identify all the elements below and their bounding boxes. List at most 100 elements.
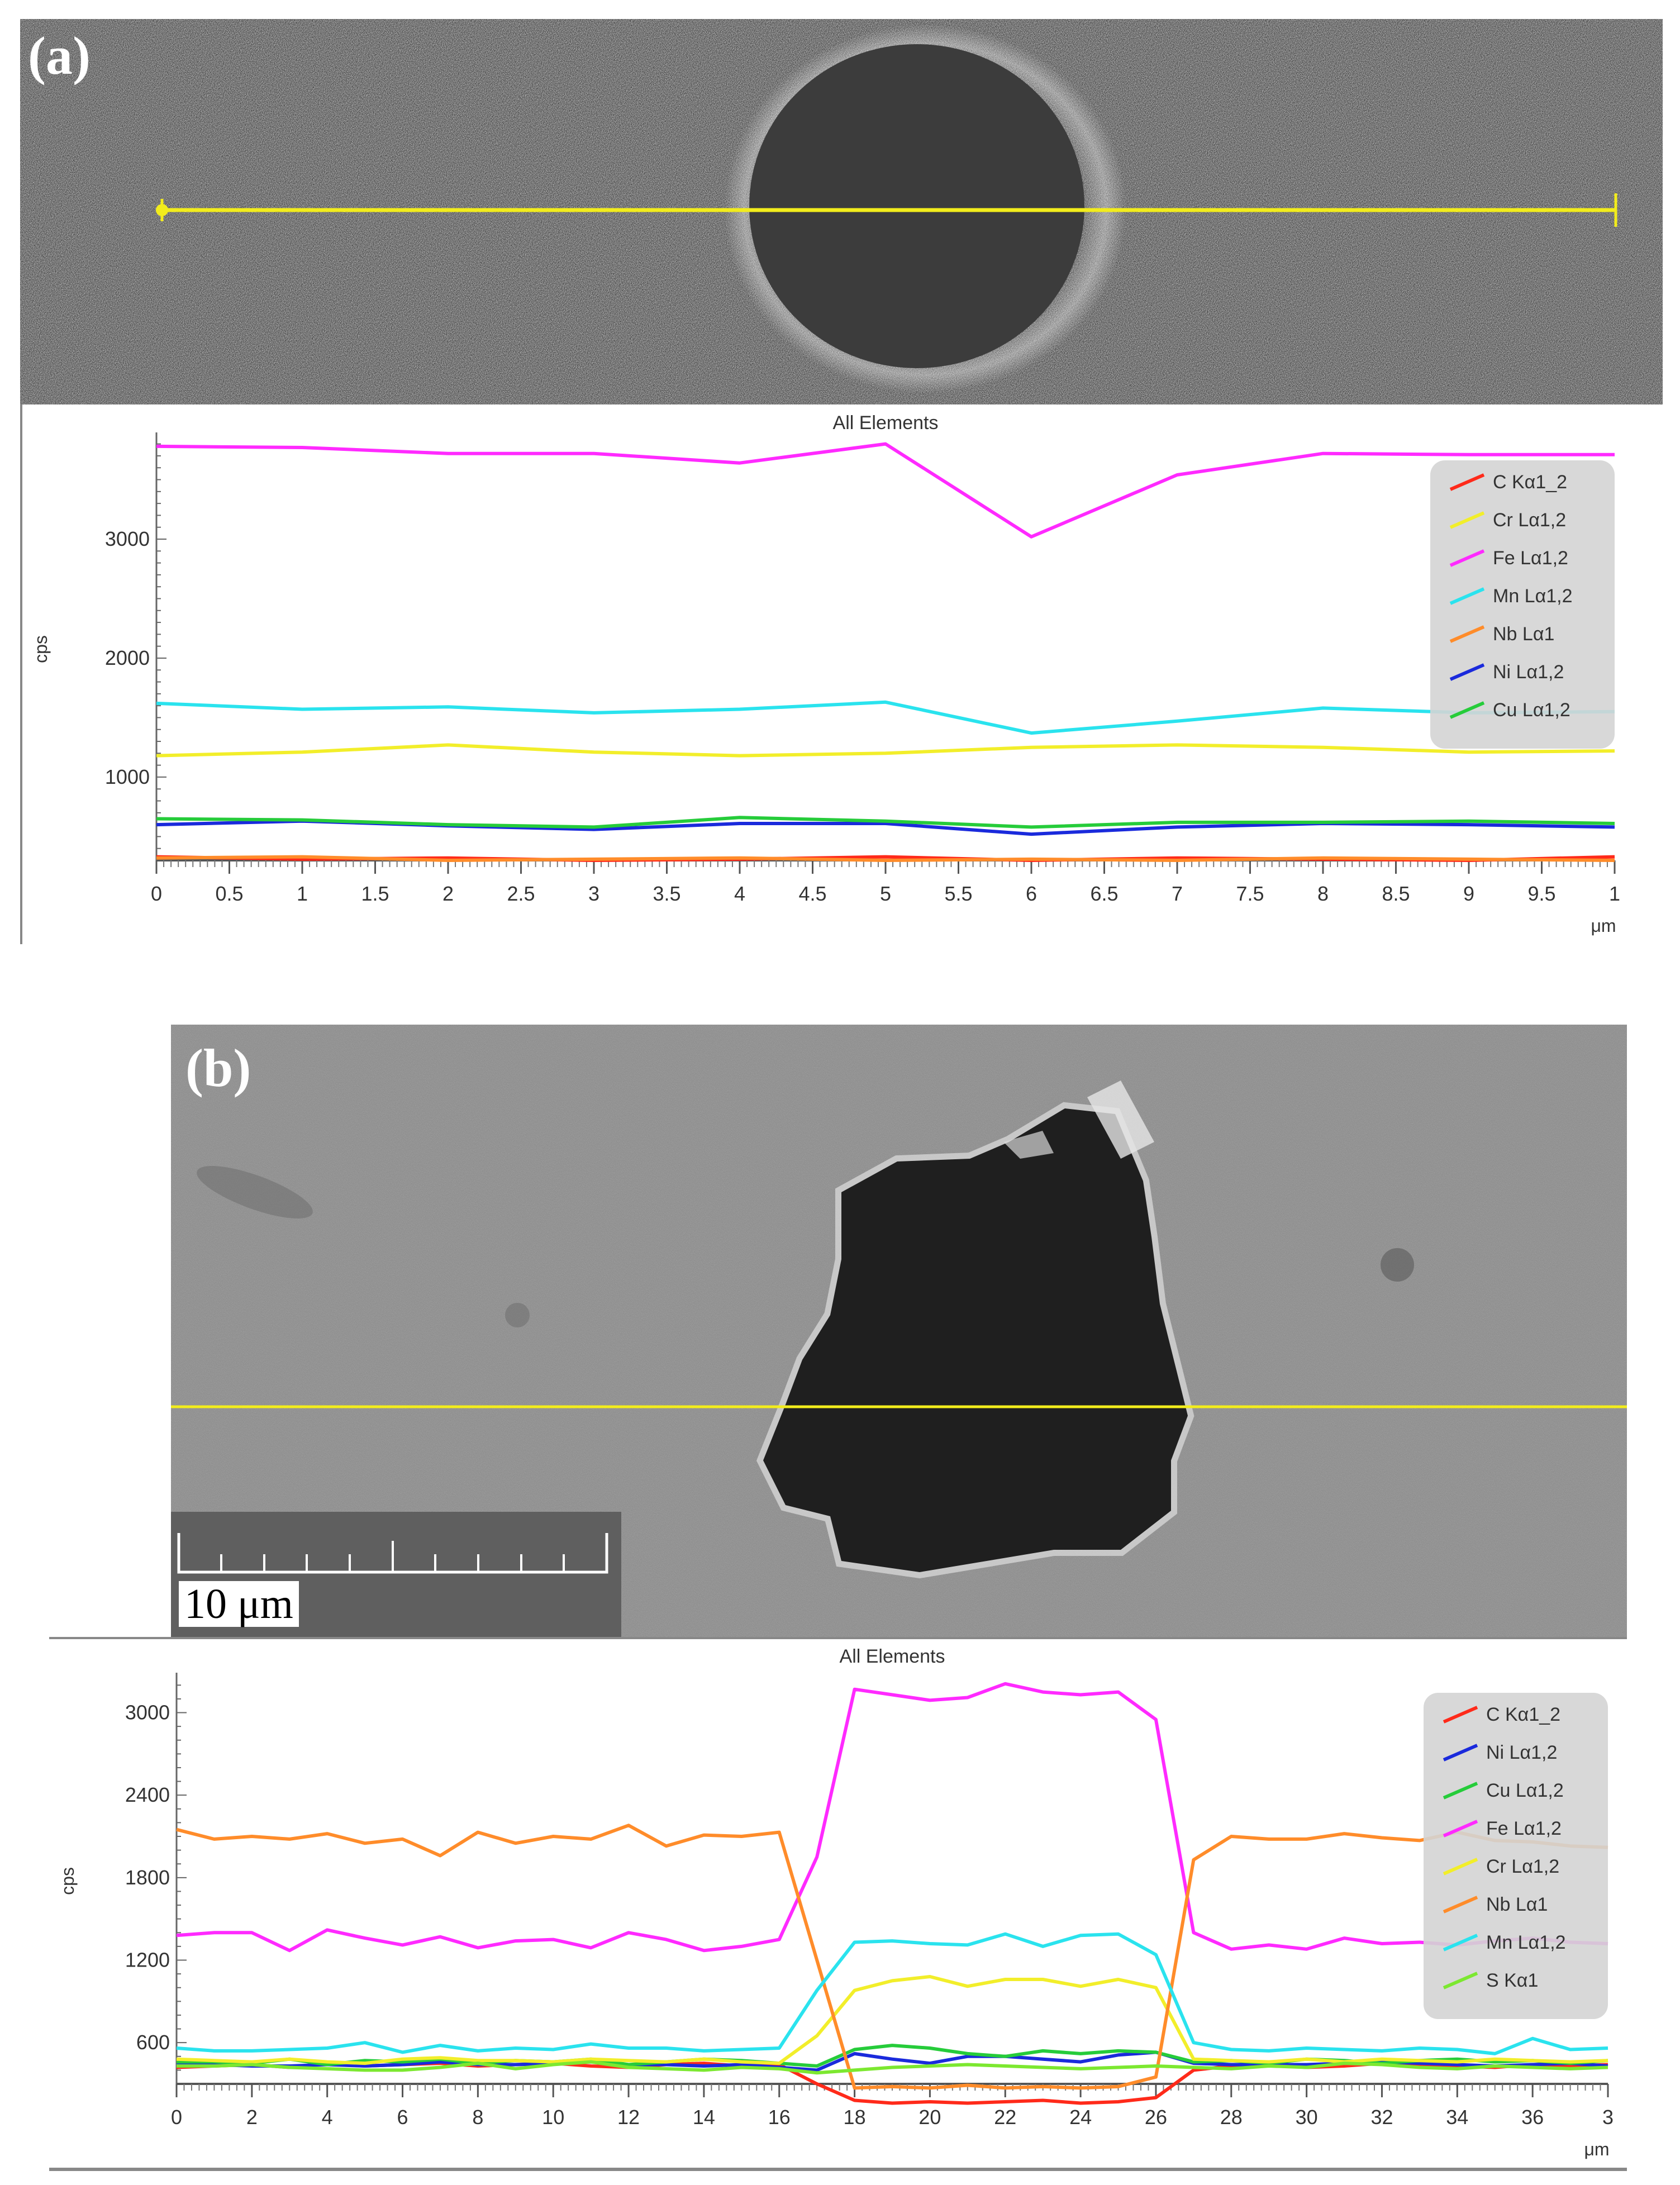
chart-a-legend-box — [1430, 460, 1615, 749]
chart-a-x-tick-label: 2.5 — [507, 882, 535, 905]
chart-a-legend-label-4: Nb Lα1 — [1493, 623, 1554, 645]
chart-b-x-tick-label: 8 — [472, 2106, 483, 2129]
chart-b-legend-swatch-1 — [1443, 1744, 1478, 1762]
chart-a-x-tick-label: 0.5 — [215, 882, 243, 905]
chart-b-x-tick-label: 4 — [322, 2106, 333, 2129]
chart-a-series-line-3 — [156, 700, 1615, 735]
chart-b-legend-swatch-4 — [1443, 1858, 1478, 1875]
chart-a-x-tick-label: 5 — [880, 882, 891, 905]
panel-b-letter: (b) — [185, 1038, 251, 1098]
chart-b-x-tick-label: 22 — [994, 2106, 1016, 2129]
micrograph-a-image — [20, 19, 1663, 404]
pore-a — [749, 44, 1084, 368]
chart-a-legend-label-2: Fe Lα1,2 — [1493, 548, 1568, 569]
chart-b-x-tick-label: 3 — [1602, 2106, 1614, 2129]
chart-b-x-tick-label: 6 — [397, 2106, 408, 2129]
chart-b-series-line-3 — [176, 1682, 1608, 1953]
chart-b-x-tick-label: 16 — [768, 2106, 791, 2129]
chart-a-svg: All Elements 1000 2000 3000 cps 0 0.5 1 1.5 2 2.5 3… — [31, 412, 1620, 936]
scale-bar: 10 μm — [171, 1512, 621, 1637]
chart-a-legend-swatch-3 — [1449, 587, 1485, 605]
chart-a-y-tick-label: 2000 — [105, 646, 150, 669]
chart-b-legend-label-1: Ni Lα1,2 — [1486, 1742, 1557, 1763]
chart-a-legend-swatch-0 — [1449, 473, 1485, 491]
chart-b-legend-swatch-6 — [1443, 1934, 1478, 1951]
chart-b-series-line-7 — [177, 2060, 1608, 2075]
chart-b-x-tick-label: 0 — [171, 2106, 182, 2129]
panel-a-letter: (a) — [28, 26, 91, 85]
chart-a-series-line-2 — [156, 442, 1615, 539]
chart-b-x-tick-label: 36 — [1521, 2106, 1544, 2129]
chart-a-x-tick-label: 0 — [151, 882, 162, 905]
chart-a-x-tick-label: 1.5 — [361, 882, 389, 905]
chart-a-x-tick-label: 8 — [1317, 882, 1329, 905]
chart-b-y-axis-label: cps — [58, 1867, 78, 1895]
chart-b-x-tick-label: 34 — [1446, 2106, 1468, 2129]
chart-a: All Elements 1000 2000 3000 cps 0 0.5 1 1.5 2 2.5 3… — [22, 404, 1671, 946]
panel-b-top-rule — [49, 1637, 1627, 1639]
chart-a-legend-label-3: Mn Lα1,2 — [1493, 585, 1573, 607]
chart-b-x-tick-label: 26 — [1145, 2106, 1167, 2129]
chart-b-x-tick-label: 12 — [617, 2106, 640, 2129]
chart-b-series-line-2 — [177, 2044, 1608, 2068]
chart-b-series-line-4 — [176, 1975, 1608, 2065]
chart-a-x-tick-label: 4.5 — [798, 882, 826, 905]
chart-a-legend-label-5: Ni Lα1,2 — [1493, 661, 1564, 683]
chart-a-x-tick-label: 4 — [734, 882, 745, 905]
chart-b-legend-swatch-7 — [1443, 1972, 1478, 1989]
chart-a-x-tick-label: 7.5 — [1236, 882, 1264, 905]
panel-a-left-rule — [20, 404, 22, 944]
chart-b-y-tick-label: 1200 — [125, 1949, 170, 1972]
chart-b-legend-swatch-2 — [1443, 1782, 1478, 1800]
inclusion-b — [763, 1108, 1188, 1572]
chart-b-series-line-5 — [176, 1824, 1608, 2090]
chart-a-x-tick-label: 6.5 — [1090, 882, 1118, 905]
chart-b-x-tick-label: 24 — [1069, 2106, 1092, 2129]
chart-b-title: All Elements — [840, 1646, 945, 1667]
chart-a-x-tick-label: 8.5 — [1382, 882, 1410, 905]
chart-b-x-tick-label: 28 — [1220, 2106, 1243, 2129]
chart-a-series-line-4 — [156, 855, 1615, 862]
chart-b-x-tick-label: 2 — [246, 2106, 258, 2129]
chart-a-legend-swatch-4 — [1449, 625, 1485, 643]
chart-a-series-line-6 — [156, 816, 1615, 829]
chart-b-x-tick-label: 18 — [844, 2106, 866, 2129]
chart-a-y-tick-label: 1000 — [105, 765, 150, 788]
chart-a-x-tick-label: 3 — [588, 882, 599, 905]
chart-b-legend-swatch-5 — [1443, 1896, 1478, 1913]
chart-a-x-tick-label: 1 — [1609, 882, 1620, 905]
chart-a-legend-swatch-1 — [1449, 511, 1485, 529]
chart-b-y-tick-label: 3000 — [125, 1701, 170, 1724]
chart-a-legend-label-0: C Kα1_2 — [1493, 472, 1567, 493]
chart-a-x-tick-label: 9 — [1463, 882, 1474, 905]
chart-b-legend-swatch-0 — [1443, 1706, 1478, 1724]
chart-a-legend-label-1: Cr Lα1,2 — [1493, 510, 1566, 531]
chart-b-legend-label-4: Cr Lα1,2 — [1486, 1856, 1559, 1877]
chart-b-y-tick-label: 1800 — [125, 1866, 170, 1889]
chart-b-series-line-6 — [176, 1932, 1608, 2055]
chart-a-legend-swatch-6 — [1449, 701, 1485, 719]
chart-a-legend-label-6: Cu Lα1,2 — [1493, 699, 1570, 721]
chart-b-x-tick-label: 20 — [918, 2106, 941, 2129]
chart-a-title: All Elements — [833, 412, 939, 434]
chart-a-x-tick-label: 3.5 — [653, 882, 680, 905]
chart-b-legend-label-0: C Kα1_2 — [1486, 1704, 1560, 1725]
chart-b-x-tick-label: 30 — [1296, 2106, 1318, 2129]
scale-bar-label: 10 μm — [179, 1581, 299, 1627]
panel-a-micrograph: (a) — [20, 19, 1663, 404]
chart-a-series-line-1 — [156, 743, 1615, 758]
chart-a-x-tick-label: 9.5 — [1527, 882, 1555, 905]
chart-a-legend-swatch-5 — [1449, 663, 1485, 681]
chart-a-x-unit-label: μm — [1591, 916, 1616, 936]
chart-a-x-tick-label: 2 — [442, 882, 454, 905]
chart-b-legend-label-5: Nb Lα1 — [1486, 1894, 1548, 1915]
chart-b-x-tick-label: 32 — [1370, 2106, 1393, 2129]
chart-a-x-tick-label: 7 — [1172, 882, 1183, 905]
chart-b-legend-label-7: S Kα1 — [1486, 1970, 1538, 1991]
chart-b-legend-label-2: Cu Lα1,2 — [1486, 1780, 1564, 1801]
chart-b-y-tick-label: 600 — [136, 2031, 170, 2054]
chart-b-x-tick-label: 14 — [693, 2106, 715, 2129]
chart-a-x-tick-label: 6 — [1026, 882, 1037, 905]
scale-bar-ruler — [177, 1533, 608, 1574]
